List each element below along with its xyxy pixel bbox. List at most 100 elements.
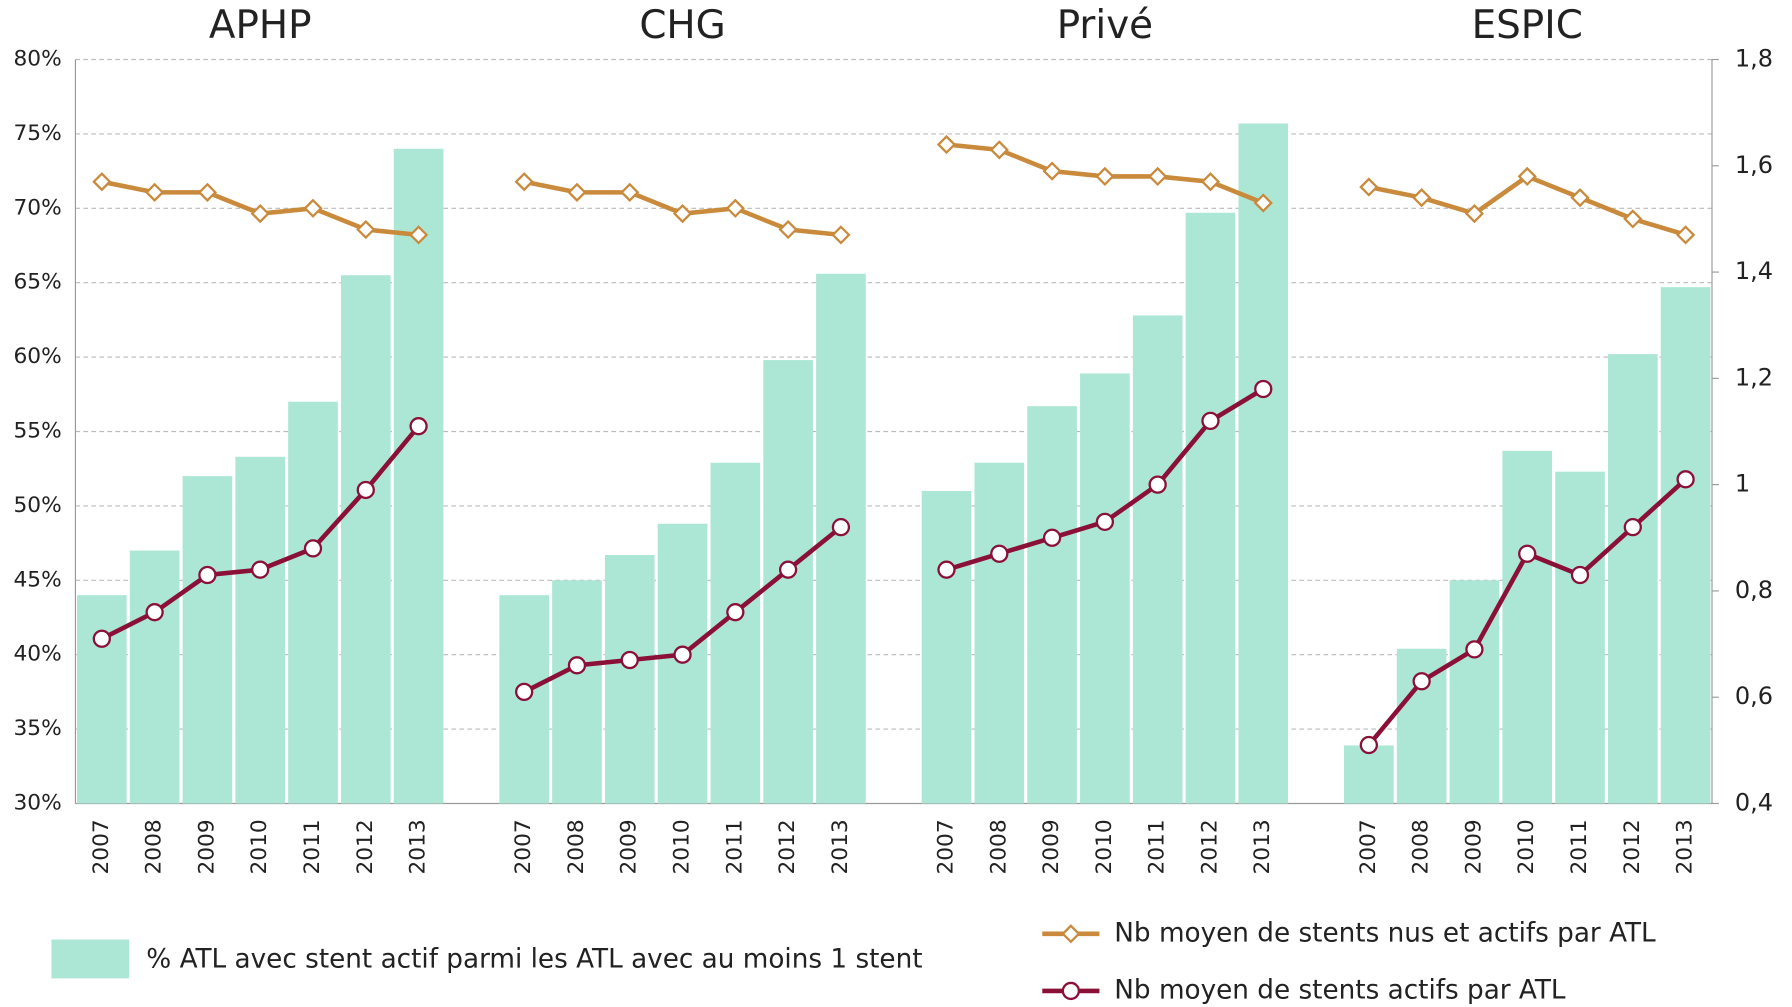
line-marker [1570, 565, 1590, 585]
y-tick-label: 60% [13, 344, 61, 369]
line-marker [303, 198, 323, 218]
bar [340, 275, 391, 804]
line-marker [514, 172, 534, 192]
bar [974, 462, 1025, 804]
bar [288, 401, 338, 804]
x-tick-label: 2008 [986, 819, 1011, 874]
line-marker [1042, 161, 1062, 181]
x-tick-label: 2008 [142, 819, 167, 874]
line-marker [356, 480, 375, 500]
line-marker [1042, 528, 1062, 547]
y2-tick-label: 1 [1735, 470, 1750, 498]
x-tick-label: 2007 [934, 819, 959, 874]
line-marker [1465, 640, 1484, 659]
line-marker [1359, 735, 1378, 755]
legend-marker [1061, 981, 1080, 1001]
bar [1027, 406, 1077, 804]
bar [1344, 745, 1394, 804]
bar [552, 580, 602, 804]
y-tick-label: 75% [13, 121, 61, 146]
line-marker [726, 603, 745, 622]
line-marker [620, 650, 639, 670]
line-marker [1095, 166, 1115, 187]
line-marker [1412, 672, 1431, 691]
line-marker [778, 219, 798, 240]
line-marker [1464, 203, 1485, 224]
line-marker [145, 603, 164, 622]
y-tick-label: 50% [13, 493, 61, 518]
bar [77, 595, 127, 804]
line-marker [1148, 475, 1167, 494]
line-marker [831, 518, 851, 537]
group-title: ESPIC [1472, 3, 1583, 48]
line-marker [778, 560, 798, 579]
line-marker [831, 225, 851, 245]
line-marker [567, 182, 587, 202]
bar [1502, 450, 1553, 804]
y-tick-label: 65% [13, 270, 61, 295]
y-tick-label: 80% [13, 47, 61, 72]
legend-marker [1061, 924, 1081, 944]
line-marker [1148, 166, 1168, 187]
line-marker [408, 225, 429, 245]
x-tick-label: 2009 [1461, 819, 1486, 874]
x-tick-label: 2010 [1514, 819, 1539, 874]
legend-label: % ATL avec stent actif parmi les ATL ave… [146, 945, 922, 975]
legend-swatch [51, 939, 130, 979]
line-marker [937, 560, 956, 579]
line-marker [620, 182, 640, 202]
y2-tick-label: 0,4 [1735, 788, 1773, 816]
x-tick-label: 2010 [247, 819, 272, 874]
line-marker [92, 629, 111, 648]
line-marker [409, 417, 428, 436]
line-marker [1095, 512, 1115, 531]
line-marker [673, 645, 692, 664]
x-tick-label: 2008 [1409, 819, 1434, 874]
line-marker [1623, 209, 1643, 229]
x-tick-label: 2012 [353, 819, 378, 874]
x-tick-label: 2012 [775, 819, 800, 874]
group-title: CHG [639, 3, 725, 48]
line-marker [1359, 177, 1379, 197]
bar [1132, 315, 1183, 804]
y-tick-label: 30% [13, 790, 61, 815]
y-tick-label: 40% [13, 642, 61, 667]
line-marker [250, 203, 270, 224]
x-tick-label: 2013 [1250, 819, 1275, 874]
x-tick-label: 2009 [1039, 819, 1064, 874]
x-tick-label: 2011 [1567, 819, 1592, 874]
line-marker [92, 172, 112, 192]
x-tick-label: 2011 [722, 819, 747, 874]
legend-label: Nb moyen de stents nus et actifs par ATL [1114, 918, 1656, 948]
y-tick-label: 55% [13, 419, 61, 444]
bar [1555, 471, 1605, 804]
line-marker [936, 134, 957, 155]
line-marker [989, 140, 1009, 160]
x-tick-label: 2013 [828, 819, 853, 874]
bar [604, 555, 655, 804]
line-marker [1254, 379, 1273, 399]
x-tick-label: 2008 [564, 819, 589, 874]
y2-tick-label: 1,8 [1735, 45, 1773, 73]
bar [393, 148, 444, 804]
x-tick-label: 2012 [1620, 819, 1645, 874]
x-tick-label: 2009 [617, 819, 642, 874]
bar [710, 462, 761, 804]
bar [1607, 354, 1658, 804]
y2-tick-label: 1,4 [1735, 257, 1773, 285]
line-marker [990, 544, 1009, 563]
line-marker [1623, 518, 1642, 537]
y-tick-label: 35% [13, 716, 61, 741]
x-tick-label: 2013 [1673, 819, 1698, 874]
bar [1660, 287, 1711, 804]
y2-tick-label: 1,6 [1735, 151, 1773, 179]
x-tick-label: 2009 [194, 819, 219, 874]
line-marker [672, 203, 693, 224]
bar [921, 491, 972, 804]
group-title: Privé [1057, 3, 1153, 48]
legend-label: Nb moyen de stents actifs par ATL [1114, 975, 1566, 1005]
bar [129, 550, 180, 804]
x-tick-label: 2007 [89, 819, 114, 874]
bar [182, 476, 233, 804]
x-tick-label: 2011 [1145, 819, 1170, 874]
